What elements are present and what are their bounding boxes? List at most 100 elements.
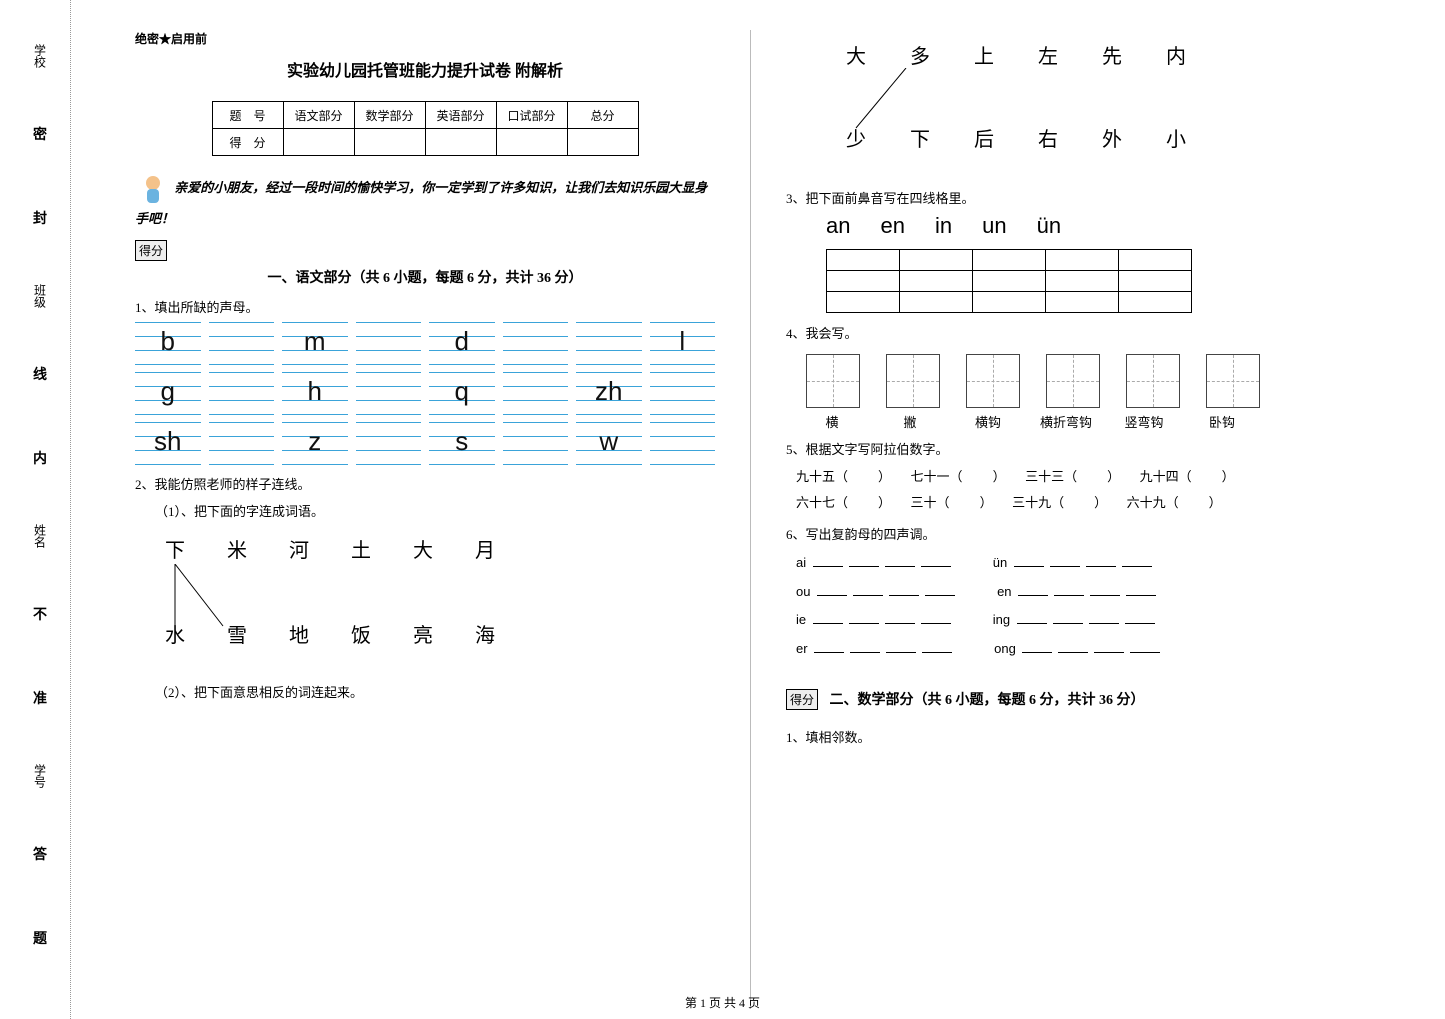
q1: 1、填出所缺的声母。 xyxy=(135,297,715,316)
syllables: aneninunün xyxy=(826,213,1366,239)
stroke-box[interactable] xyxy=(1046,354,1100,408)
header-tag: 绝密★启用前 xyxy=(135,30,715,47)
score-table: 题 号 语文部分 数学部分 英语部分 口试部分 总分 得 分 xyxy=(212,101,639,156)
pinyin-cell[interactable]: g xyxy=(135,372,201,416)
antonym-char: 左 xyxy=(1038,40,1058,69)
q2: 2、我能仿照老师的样子连线。 xyxy=(135,474,715,493)
pinyin-cell[interactable] xyxy=(503,372,569,416)
pinyin-cell[interactable] xyxy=(356,372,422,416)
pinyin-cell[interactable]: l xyxy=(650,322,716,366)
pinyin-cell[interactable]: s xyxy=(429,422,495,466)
th: 题 号 xyxy=(212,102,283,129)
syllable: in xyxy=(935,213,952,239)
seal-char: 内 xyxy=(33,448,47,468)
stroke-box[interactable] xyxy=(806,354,860,408)
pinyin-cell[interactable]: sh xyxy=(135,422,201,466)
pinyin-grid: b m d l g h q zh sh z s w xyxy=(135,322,715,466)
th: 口试部分 xyxy=(496,102,567,129)
q6: 6、写出复韵母的四声调。 xyxy=(786,524,1366,543)
antonym-char: 多 xyxy=(910,40,930,69)
seal-char: 不 xyxy=(33,604,47,624)
stroke-box[interactable] xyxy=(886,354,940,408)
syllable: un xyxy=(982,213,1006,239)
pinyin-cell[interactable] xyxy=(650,372,716,416)
syllable: ün xyxy=(1037,213,1061,239)
match-char: 河 xyxy=(289,534,309,563)
four-line-grid[interactable] xyxy=(826,249,1366,313)
antonym-char: 外 xyxy=(1102,123,1122,152)
antonym-top: 大多上左先内 xyxy=(846,40,1366,69)
bind-label-school: 学校 xyxy=(32,44,49,68)
pinyin-cell[interactable] xyxy=(209,372,275,416)
bind-label-id: 学号 xyxy=(32,764,49,788)
cartoon-icon xyxy=(135,171,171,207)
pinyin-cell[interactable]: h xyxy=(282,372,348,416)
pinyin-cell[interactable] xyxy=(503,322,569,366)
intro-text: 亲爱的小朋友，经过一段时间的愉快学习，你一定学到了许多知识，让我们去知识乐园大显… xyxy=(135,180,707,226)
pinyin-cell[interactable]: zh xyxy=(576,372,642,416)
seal-char: 准 xyxy=(33,688,47,708)
right-column: 大多上左先内 少下后右外小 3、把下面前鼻音写在四线格里。 aneninunün… xyxy=(761,30,1391,1009)
antonym-char: 下 xyxy=(910,123,930,152)
stroke-label: 横 xyxy=(806,412,858,431)
antonym-char: 先 xyxy=(1102,40,1122,69)
scorebox: 得分 xyxy=(786,689,818,710)
match-char: 水 xyxy=(165,619,185,648)
pinyin-cell[interactable]: d xyxy=(429,322,495,366)
match-char: 海 xyxy=(475,619,495,648)
pinyin-cell[interactable]: w xyxy=(576,422,642,466)
q2-1: （1）、把下面的字连成词语。 xyxy=(155,501,715,520)
match-char: 大 xyxy=(413,534,433,563)
pinyin-cell[interactable] xyxy=(650,422,716,466)
match-char: 下 xyxy=(165,534,185,563)
match-char: 亮 xyxy=(413,619,433,648)
pinyin-cell[interactable]: m xyxy=(282,322,348,366)
syllable: an xyxy=(826,213,850,239)
antonym-char: 右 xyxy=(1038,123,1058,152)
td[interactable] xyxy=(567,129,638,156)
match-char: 雪 xyxy=(227,619,247,648)
pinyin-cell[interactable] xyxy=(356,322,422,366)
num-rows[interactable]: 九十五（ ） 七十一（ ） 三十三（ ） 九十四（ ）六十七（ ） 三十（ ） … xyxy=(796,464,1366,516)
paper-title: 实验幼儿园托管班能力提升试卷 附解析 xyxy=(135,57,715,81)
pinyin-cell[interactable] xyxy=(503,422,569,466)
td[interactable] xyxy=(354,129,425,156)
q4: 4、我会写。 xyxy=(786,323,1366,342)
stroke-box[interactable] xyxy=(1126,354,1180,408)
stroke-box[interactable] xyxy=(1206,354,1260,408)
td[interactable] xyxy=(283,129,354,156)
footer: 第 1 页 共 4 页 xyxy=(0,994,1445,1011)
column-divider xyxy=(750,30,751,1009)
match-char: 饭 xyxy=(351,619,371,648)
td[interactable] xyxy=(425,129,496,156)
seal-char: 题 xyxy=(33,928,47,948)
td[interactable] xyxy=(496,129,567,156)
td: 得 分 xyxy=(212,129,283,156)
stroke-box[interactable] xyxy=(966,354,1020,408)
intro: 亲爱的小朋友，经过一段时间的愉快学习，你一定学到了许多知识，让我们去知识乐园大显… xyxy=(135,171,715,230)
pinyin-cell[interactable] xyxy=(576,322,642,366)
pinyin-cell[interactable] xyxy=(209,322,275,366)
antonym-char: 少 xyxy=(846,123,866,152)
binding-margin: 学校 密 封 班级 线 内 姓名 不 准 学号 答 题 xyxy=(0,0,80,980)
pinyin-cell[interactable]: q xyxy=(429,372,495,416)
pinyin-cell[interactable] xyxy=(209,422,275,466)
match-bottom: 水雪地饭亮海 xyxy=(165,619,715,648)
match-char: 月 xyxy=(475,534,495,563)
pinyin-cell[interactable]: b xyxy=(135,322,201,366)
match-top: 下米河土大月 xyxy=(165,534,715,563)
antonym-char: 后 xyxy=(974,123,994,152)
pinyin-cell[interactable]: z xyxy=(282,422,348,466)
th: 数学部分 xyxy=(354,102,425,129)
match-char: 土 xyxy=(351,534,371,563)
stroke-label: 竖弯钩 xyxy=(1118,412,1170,431)
stroke-row[interactable] xyxy=(806,354,1366,408)
bind-label-class: 班级 xyxy=(32,284,49,308)
match-char: 地 xyxy=(289,619,309,648)
q2-2: （2）、把下面意思相反的词连起来。 xyxy=(155,682,715,701)
pinyin-cell[interactable] xyxy=(356,422,422,466)
tone-rows[interactable]: ai ün ou en ie ing er ong xyxy=(796,549,1366,663)
stroke-labels: 横撇横钩横折弯钩竖弯钩卧钩 xyxy=(806,412,1366,431)
antonym-bottom: 少下后右外小 xyxy=(846,123,1366,152)
th: 英语部分 xyxy=(425,102,496,129)
